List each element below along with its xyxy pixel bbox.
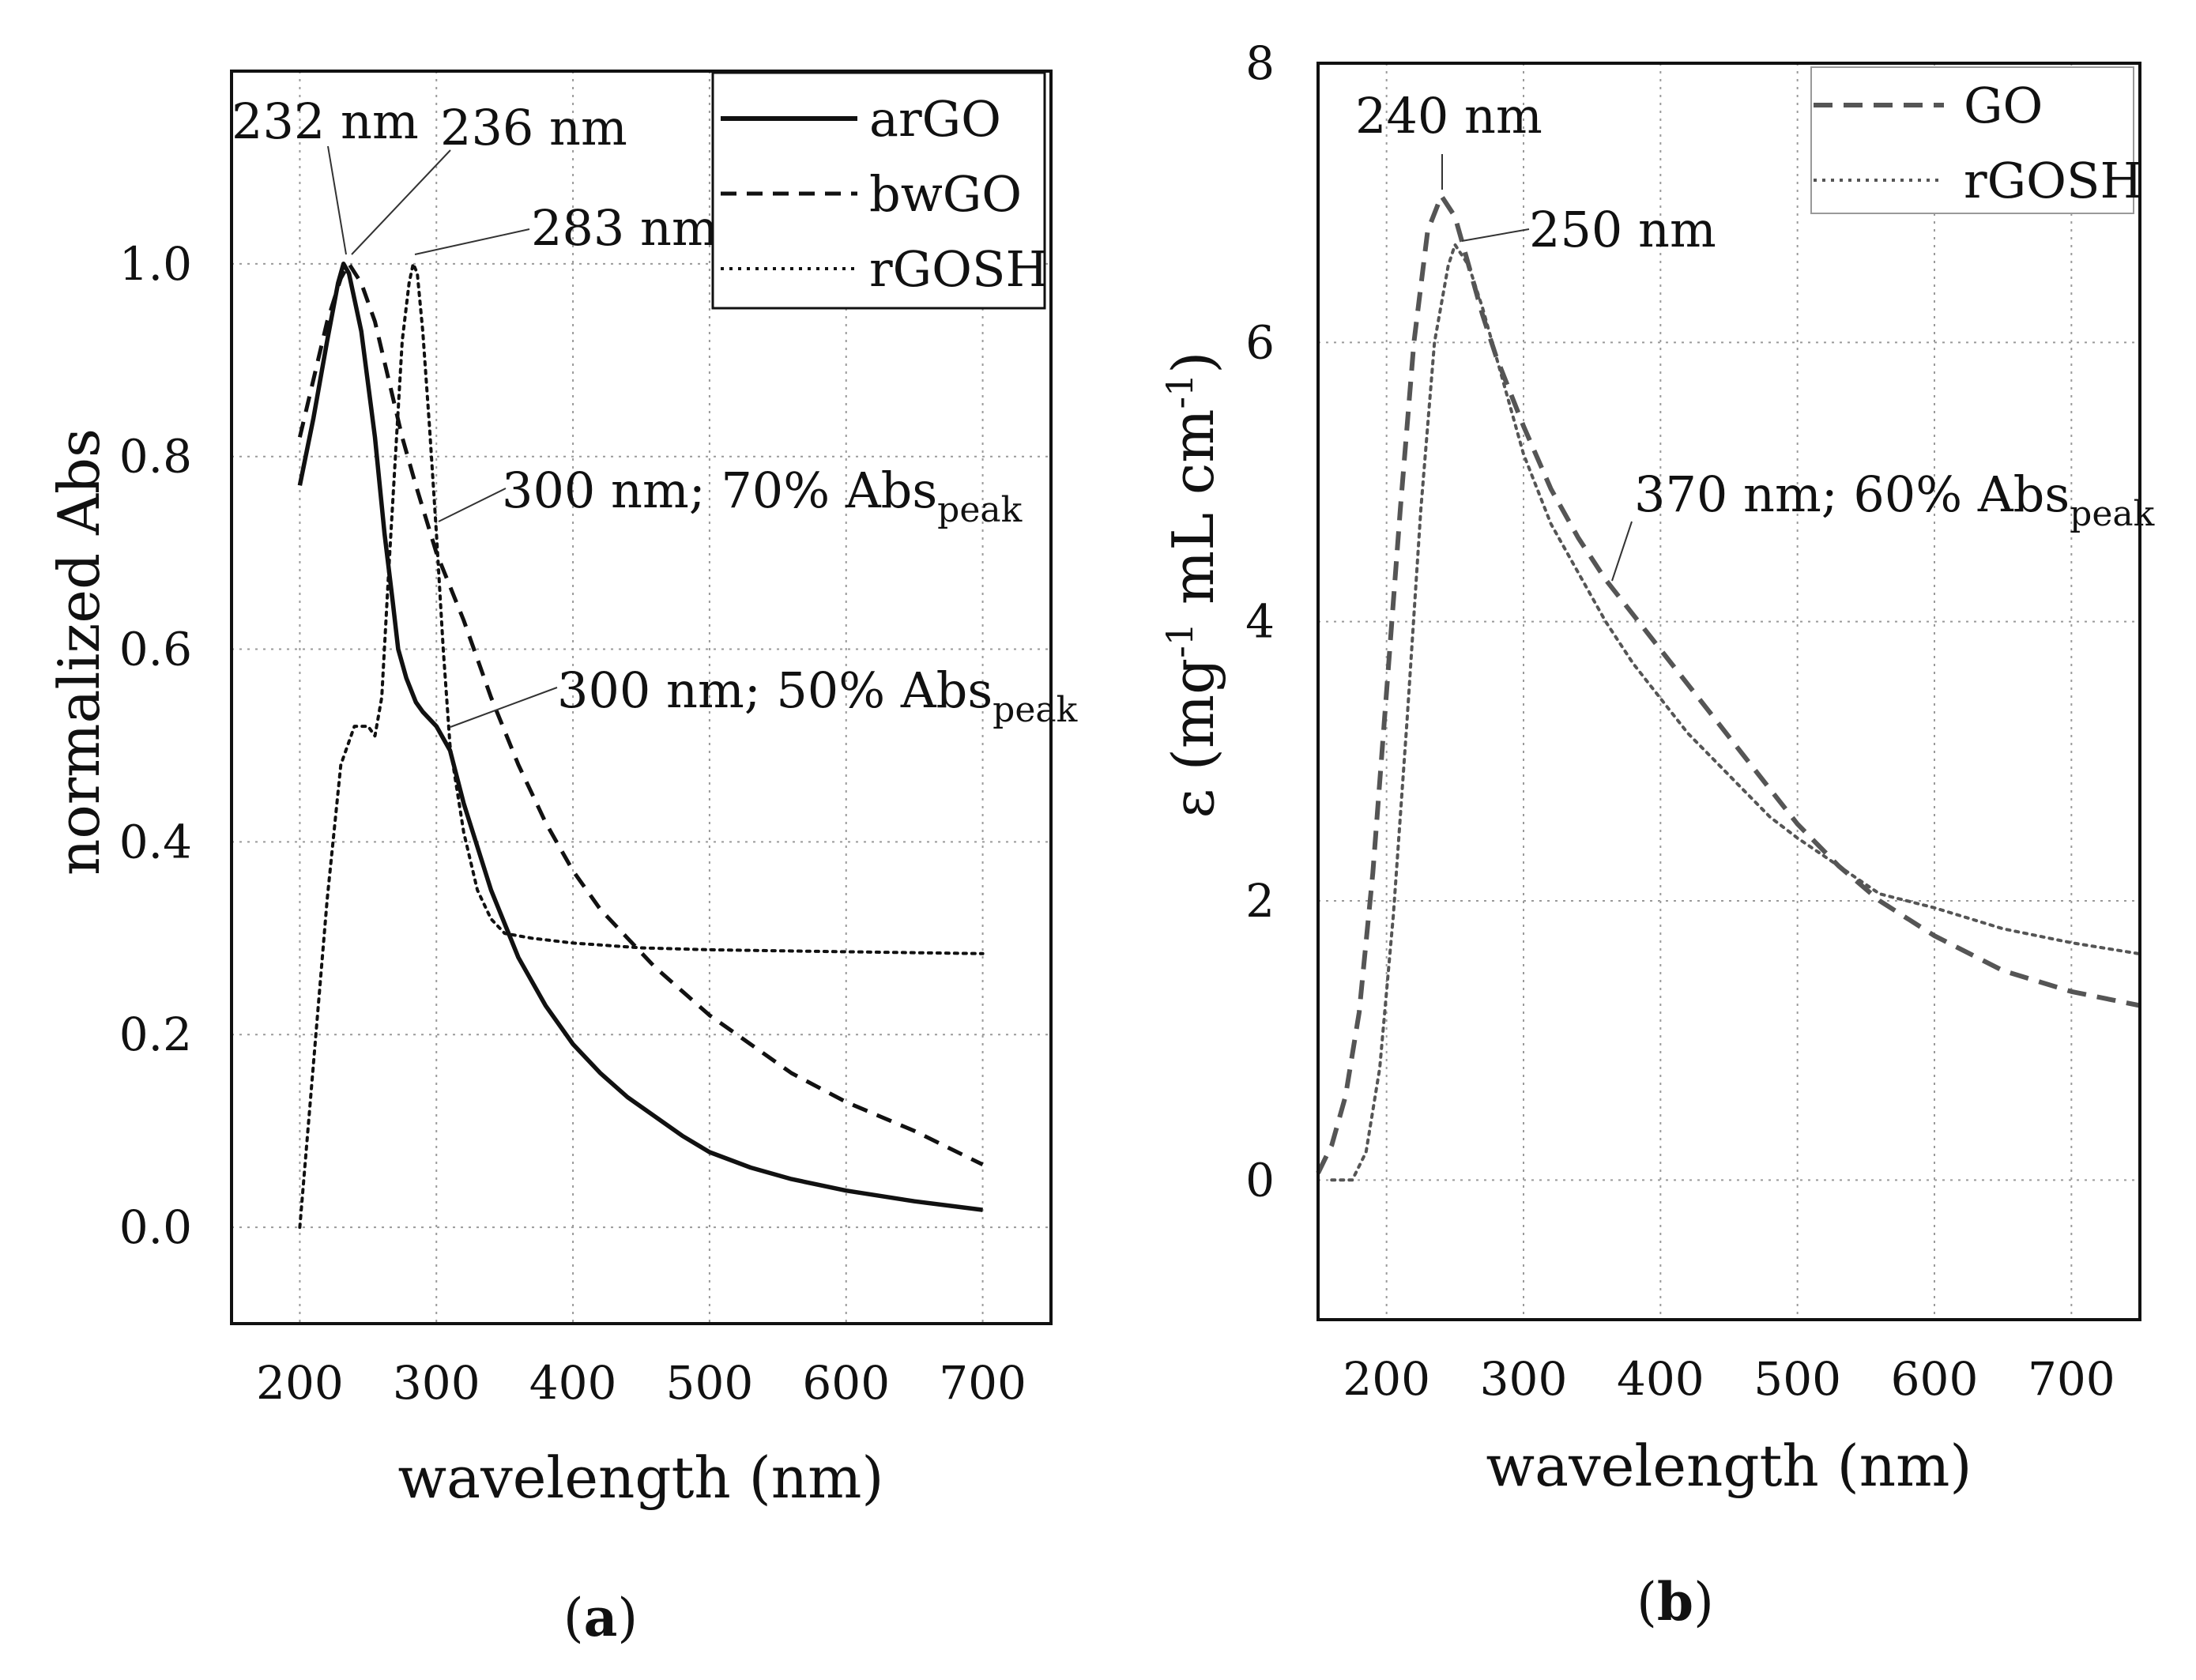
panel-a-xtick-200: 200 (256, 1356, 344, 1410)
panel-a-ytick-0_8: 0.8 (119, 430, 192, 484)
panel-b-xtick-400: 400 (1617, 1352, 1704, 1406)
panel-b-ylabel-main: ε (mg (1160, 658, 1226, 819)
annotation-300nm-50pct-main: 300 nm; 50% Abs (557, 661, 993, 719)
panel-b-series-rGOSH-line (1330, 243, 2141, 1182)
panel-b-xtick-700: 700 (2028, 1352, 2115, 1406)
panel-a-series-bwGO-line (297, 262, 984, 1167)
panel-a-ytick-0: 0.0 (119, 1200, 192, 1254)
annotation-leader-232 (327, 145, 347, 255)
panel-b-plot-frame (1316, 62, 2141, 1321)
annotation-236-nm: 236 nm (440, 99, 627, 156)
panel-b-ytick-8: 8 (1245, 36, 1275, 90)
annotation-370nm-60pct: 370 nm; 60% Abspeak (1634, 465, 2155, 534)
panel-b-legend-box (1810, 66, 2134, 214)
panel-a-ytick-0_2: 0.2 (119, 1008, 192, 1061)
annotation-leader-300-70 (438, 488, 507, 522)
panel-a-plot-frame (230, 70, 1053, 1325)
panel-a-caption: (a) (563, 1587, 638, 1648)
annotation-370nm-60pct-main: 370 nm; 60% Abs (1634, 465, 2070, 523)
panel-a-label: a (584, 1587, 618, 1648)
panel-a-series-group (297, 262, 985, 1230)
annotation-300nm-50pct: 300 nm; 50% Abspeak (557, 661, 1078, 730)
annotation-leader-300-50 (450, 687, 558, 728)
annotation-leader-370 (1611, 521, 1633, 582)
panel-b-series-group (1316, 193, 2141, 1182)
legend-label-arGO: arGO (869, 90, 1001, 148)
panel-a-xtick-300: 300 (393, 1356, 480, 1410)
panel-b-tick-labels: 200 300 400 500 600 700 0 2 4 6 8 (1245, 36, 2115, 1406)
annotation-283-nm: 283 nm (531, 199, 718, 257)
panel-b-ytick-6: 6 (1245, 315, 1275, 369)
panel-a-x-axis-title: wavelength (nm) (398, 1445, 884, 1511)
annotation-300nm-70pct-sub: peak (937, 490, 1022, 530)
panel-a-chart: 200 300 400 500 600 700 0.0 0.2 0.4 0.6 0.8 1.0 wav… (46, 70, 1078, 1648)
panel-b-label: b (1657, 1571, 1693, 1633)
panel-a-series-arGO-line (297, 262, 983, 1212)
panel-a-ytick-0_4: 0.4 (119, 815, 192, 868)
legend-label-rGOSH: rGOSH (869, 240, 1049, 298)
panel-b-ylabel-end: ) (1160, 352, 1226, 374)
annotation-leader-250 (1461, 228, 1530, 242)
panel-a-gridlines (232, 71, 1051, 1324)
panel-b-ylabel-sup2: -1 (1158, 374, 1201, 409)
panel-a-xtick-500: 500 (666, 1356, 754, 1410)
panel-b-ytick-0: 0 (1245, 1153, 1275, 1207)
annotation-leader-283 (414, 228, 530, 255)
panel-b-xtick-600: 600 (1891, 1352, 1979, 1406)
panel-b-ytick-2: 2 (1245, 874, 1275, 928)
panel-a-xtick-700: 700 (939, 1356, 1026, 1410)
panel-b-y-axis-title: ε (mg-1 mL cm-1) (1158, 352, 1226, 819)
panel-a-xtick-400: 400 (529, 1356, 617, 1410)
panel-b-ytick-4: 4 (1245, 595, 1275, 649)
annotation-leader-236 (351, 149, 451, 255)
annotation-300nm-70pct: 300 nm; 70% Abspeak (502, 461, 1023, 530)
panel-b-xtick-200: 200 (1343, 1352, 1430, 1406)
panel-a-y-axis-title: normalized Abs (46, 428, 112, 876)
annotation-250-nm: 250 nm (1529, 201, 1716, 258)
panel-a-ytick-0_6: 0.6 (119, 623, 192, 676)
panel-b-x-axis-title: wavelength (nm) (1486, 1433, 1972, 1499)
annotation-232-nm: 232 nm (232, 92, 419, 150)
panel-a-legend-box (711, 71, 1046, 310)
legend-label-rGOSH-b: rGOSH (1964, 152, 2143, 209)
panel-a-xtick-600: 600 (802, 1356, 890, 1410)
annotation-240-nm: 240 nm (1355, 87, 1542, 145)
panel-b-xtick-500: 500 (1753, 1352, 1841, 1406)
legend-label-bwGO: bwGO (869, 165, 1022, 223)
panel-b-legend: GO rGOSH (1810, 66, 2143, 214)
panel-b-ylabel-mid: mL cm (1160, 409, 1226, 622)
panel-a-legend: arGO bwGO rGOSH (711, 71, 1049, 310)
annotation-370nm-60pct-sub: peak (2070, 494, 2154, 534)
panel-b-ylabel-sup1: -1 (1158, 623, 1201, 658)
panel-b-xtick-300: 300 (1480, 1352, 1568, 1406)
panel-a-tick-labels: 200 300 400 500 600 700 0.0 0.2 0.4 0.6 0.8 1.0 (119, 237, 1026, 1410)
panel-b-caption: (b) (1637, 1571, 1714, 1633)
panel-a-series-rGOSH-line (298, 262, 985, 1230)
annotation-300nm-50pct-sub: peak (993, 690, 1077, 730)
panel-a-ytick-1: 1.0 (119, 237, 192, 291)
annotation-300nm-70pct-main: 300 nm; 70% Abs (502, 461, 937, 519)
legend-label-GO: GO (1964, 77, 2043, 134)
